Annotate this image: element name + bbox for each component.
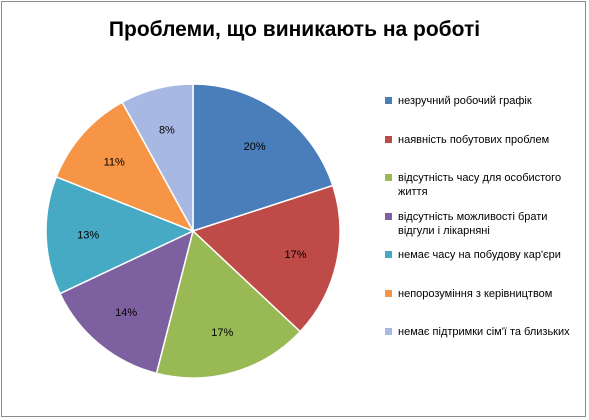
slice-label-5: 13% <box>77 229 99 241</box>
slice-label-7: 8% <box>159 124 175 136</box>
legend-swatch-6 <box>385 289 392 297</box>
legend-swatch-1 <box>385 97 392 104</box>
legend-label-4: відсутність можливості брати відгули і л… <box>398 210 548 237</box>
slice-label-1: 20% <box>244 141 266 153</box>
legend-label-1: незручний робочий графік <box>398 95 532 107</box>
pie-slice-6 <box>55 101 195 233</box>
pie-slice-2 <box>191 184 341 333</box>
pie-slice-3 <box>155 229 302 379</box>
slice-label-6: 11% <box>104 157 125 169</box>
legend-label-3: відсутність часу для особистого життя <box>398 172 562 198</box>
chart-title: Проблеми, що виникають на роботі <box>108 18 481 41</box>
slice-label-2: 17% <box>284 249 306 261</box>
legend-label-7: немає підтримки сім'ї та близьких <box>398 326 570 338</box>
legend-label-5: немає часу на побудову кар'єри <box>398 249 561 261</box>
legend-swatch-5 <box>385 251 392 258</box>
pie-slice-7 <box>121 83 194 232</box>
legend-swatch-2 <box>385 135 392 143</box>
pie-slice-1 <box>192 83 334 233</box>
legend-swatch-7 <box>385 328 392 335</box>
slice-label-3: 17% <box>211 327 233 339</box>
pie-slice-5 <box>45 175 195 295</box>
slice-label-4: 14% <box>115 307 137 319</box>
legend-swatch-3 <box>385 174 392 181</box>
legend-swatch-4 <box>385 212 392 220</box>
legend-label-6: непорозуміння з керівництвом <box>398 287 553 300</box>
legend-label-2: наявність побутових проблем <box>398 133 550 146</box>
pie-slice-4 <box>58 229 195 375</box>
